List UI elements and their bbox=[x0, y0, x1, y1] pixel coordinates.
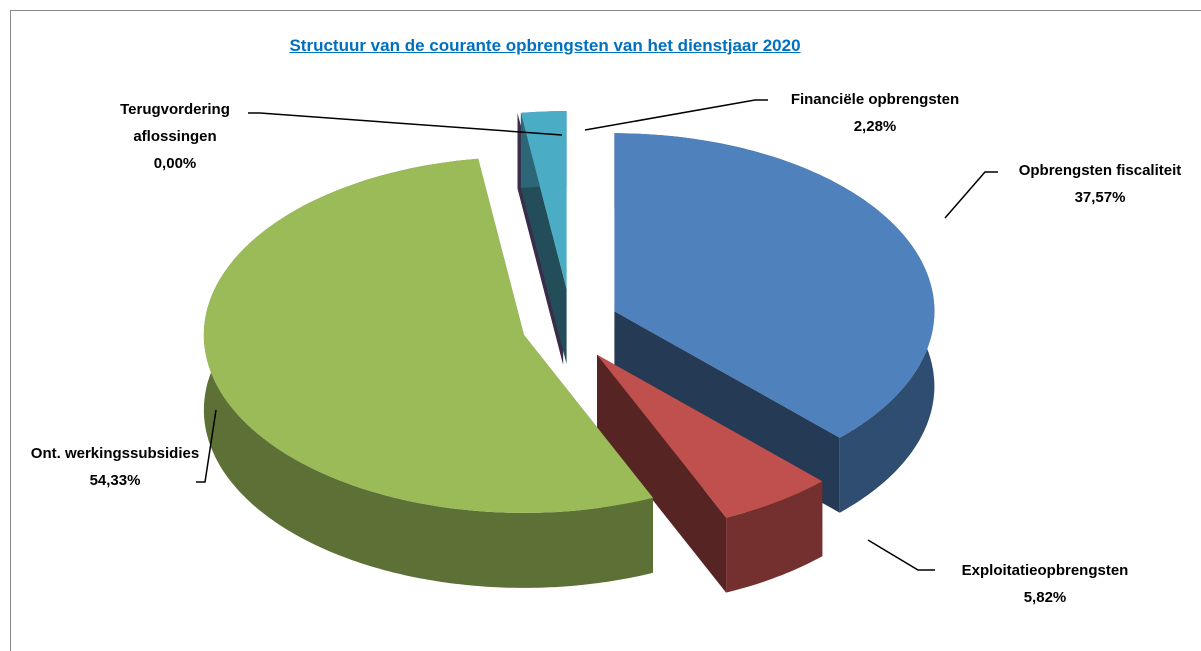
category-label: Financiële opbrengsten bbox=[790, 91, 960, 108]
leader-line bbox=[248, 112, 563, 136]
data-label: Exploitatieopbrengsten 5,82% bbox=[915, 557, 1175, 611]
slice bbox=[597, 354, 823, 518]
leader-line bbox=[867, 539, 935, 571]
data-label: Opbrengsten fiscaliteit 37,57% bbox=[970, 157, 1201, 211]
data-label: Financiële opbrengsten 2,28% bbox=[745, 86, 1005, 140]
leader-line bbox=[584, 99, 768, 131]
slice-side bbox=[726, 481, 823, 593]
slice bbox=[517, 113, 564, 290]
data-label: Ont. werkingssubsidies 54,33% bbox=[30, 440, 200, 494]
category-label: Opbrengsten fiscaliteit bbox=[1018, 162, 1182, 179]
category-label: Terugvordering aflossingen bbox=[120, 101, 230, 145]
category-label: Ont. werkingssubsidies bbox=[30, 445, 200, 462]
leader-line bbox=[196, 409, 217, 483]
leader-line bbox=[944, 171, 998, 219]
value-label: 5,82% bbox=[1023, 589, 1067, 606]
slice bbox=[203, 158, 653, 513]
value-label: 0,00% bbox=[153, 155, 197, 172]
value-label: 2,28% bbox=[853, 118, 897, 135]
slice bbox=[614, 133, 935, 438]
chart-title: Structuur van de courante opbrengsten va… bbox=[289, 36, 801, 55]
value-label: 37,57% bbox=[1074, 189, 1126, 206]
slice-side bbox=[597, 354, 727, 593]
slice bbox=[520, 111, 567, 290]
value-label: 54,33% bbox=[89, 472, 141, 489]
data-label: Terugvordering aflossingen 0,00% bbox=[100, 96, 250, 177]
leader-lines bbox=[196, 99, 998, 571]
category-label: Exploitatieopbrengsten bbox=[961, 562, 1129, 579]
pie bbox=[203, 111, 935, 593]
